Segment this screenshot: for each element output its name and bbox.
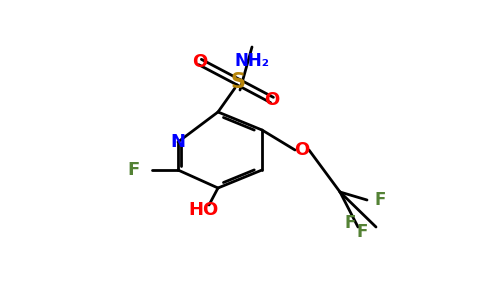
Text: NH₂: NH₂ [235,52,270,70]
Text: O: O [294,141,310,159]
Text: F: F [128,161,140,179]
Text: S: S [230,72,245,92]
Text: N: N [170,133,185,151]
Text: F: F [357,223,368,241]
Text: F: F [344,214,356,232]
Text: HO: HO [189,201,219,219]
Text: O: O [264,91,280,109]
Text: O: O [192,53,208,71]
Text: F: F [375,191,386,209]
